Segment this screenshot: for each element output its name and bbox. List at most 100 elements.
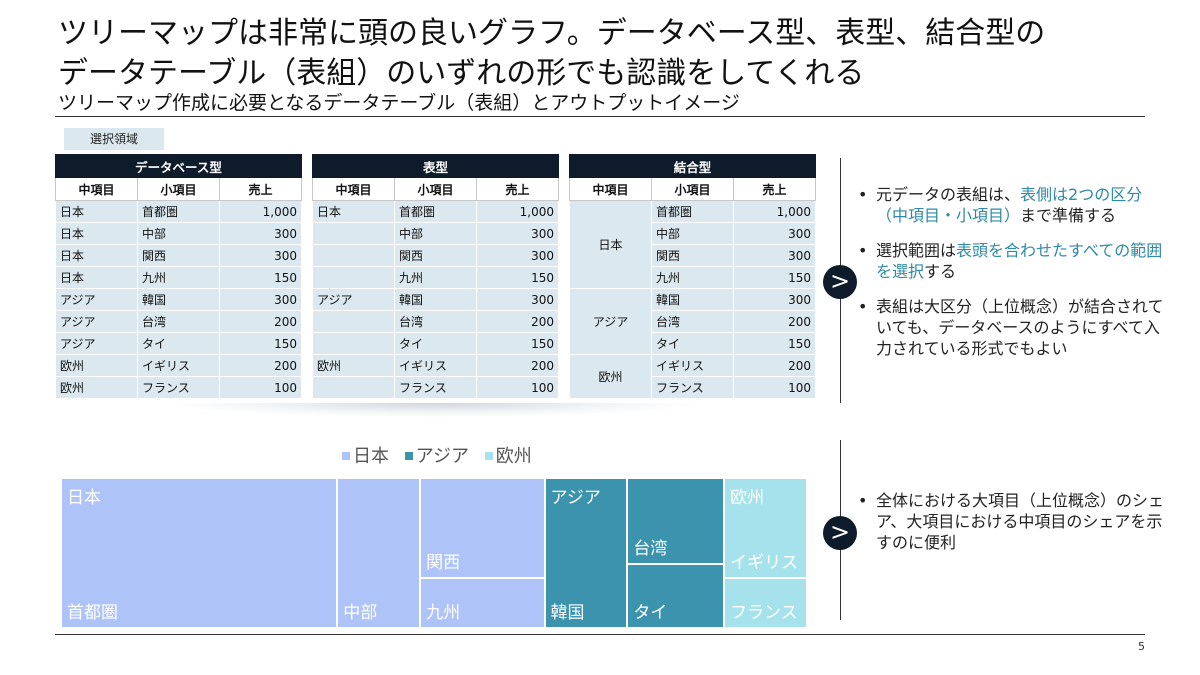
table-row: フランス 100 <box>312 376 559 399</box>
cell-middle: 日本 <box>55 222 138 245</box>
cell-sub: イギリス <box>394 354 477 377</box>
cell-sub: フランス <box>394 376 477 399</box>
treemap-cell: 台湾 <box>627 478 725 564</box>
notes-bottom-list: 全体における大項目（上位概念）のシェア、大項目における中項目のシェアを示すのに便… <box>858 490 1168 567</box>
table-type-table: 表型 中項目 小項目 売上 日本 首都圏 1,000 中部 300 関西 300 九州 1… <box>312 154 559 399</box>
cell-sales: 200 <box>219 310 302 333</box>
cell-middle: アジア <box>55 310 138 333</box>
note-text: 全体における大項目（上位概念）のシェア、大項目における中項目のシェアを示すのに便… <box>876 491 1165 552</box>
header-middle-item: 中項目 <box>312 177 395 201</box>
note-text: する <box>924 262 957 281</box>
table-row: 日本 中部 300 <box>55 222 302 245</box>
treemap-cell-label: フランス <box>730 603 798 623</box>
cell-sales: 200 <box>732 354 817 377</box>
treemap-cell-label: 関西 <box>426 553 461 573</box>
table-row: 日本 首都圏 1,000 <box>55 200 302 223</box>
cell-sub: 首都圏 <box>137 200 220 223</box>
treemap-cell: 九州 <box>420 578 545 628</box>
database-type-caption: データベース型 <box>55 154 302 178</box>
cell-sub: 九州 <box>651 266 734 289</box>
cell-sales: 200 <box>476 310 559 333</box>
slide-title: ツリーマップは非常に頭の良いグラフ。データベース型、表型、結合型の データテーブ… <box>58 16 1046 91</box>
tables-shadow <box>170 403 700 417</box>
treemap-cell-label: 台湾 <box>633 538 668 559</box>
cell-sales: 150 <box>476 266 559 289</box>
cell-sub: 韓国 <box>394 288 477 311</box>
cell-sub: 関西 <box>394 244 477 267</box>
table-row: 九州 150 <box>312 266 559 289</box>
cell-sub: イギリス <box>137 354 220 377</box>
legend-label: アジア <box>415 446 470 467</box>
treemap-group-label: 日本 <box>67 488 101 508</box>
header-sub-item: 小項目 <box>137 177 220 201</box>
table-row: 欧州 イギリス 200 <box>312 354 559 377</box>
note-highlight: 表頭を合わせたすべての範囲を選択 <box>876 241 1163 281</box>
cell-middle: 日本 <box>55 244 138 267</box>
table-row: 日本 九州 150 <box>55 266 302 289</box>
cell-middle <box>312 222 395 245</box>
legend-swatch <box>342 452 350 460</box>
header-sub-item: 小項目 <box>394 177 477 201</box>
table-row: フランス 100 <box>570 376 817 399</box>
cell-sales: 150 <box>219 332 302 355</box>
cell-sales: 200 <box>732 310 817 333</box>
table-row: アジア 台湾 200 <box>55 310 302 333</box>
cell-sales: 150 <box>732 266 817 289</box>
cell-middle <box>312 310 395 333</box>
table-row: 日本 関西 300 <box>55 244 302 267</box>
cell-middle <box>312 332 395 355</box>
table-row: タイ 150 <box>312 332 559 355</box>
treemap-chart: 日本 首都圏 中部 関西 九州 アジア 韓国 台湾 タイ 欧州 イギリス フランス <box>61 478 807 628</box>
cell-sales: 100 <box>732 376 817 399</box>
table-row: 日本 首都圏 1,000 <box>569 200 817 289</box>
cell-sales: 300 <box>219 222 302 245</box>
cell-sales: 300 <box>732 244 817 267</box>
notes-top-list: 元データの表組は、表側は2つの区分（中項目・小項目）まで準備する 選択範囲は表頭… <box>858 184 1168 373</box>
treemap-group-label: 欧州 <box>730 488 765 508</box>
note-item: 選択範囲は表頭を合わせたすべての範囲を選択する <box>858 240 1168 282</box>
cell-sales: 200 <box>219 354 302 377</box>
note-text: 表組は大区分（上位概念）が結合されていても、データベースのようにすべて入力されて… <box>876 297 1164 358</box>
merged-group-cell: アジア <box>569 288 652 355</box>
note-text: 選択範囲は <box>876 241 957 260</box>
table-row: 中部 300 <box>570 222 817 245</box>
header-sales: 売上 <box>476 177 559 201</box>
table-row: 関西 300 <box>570 244 817 267</box>
table-row: アジア 韓国 300 <box>55 288 302 311</box>
note-text: 元データの表組は、 <box>876 185 1021 204</box>
database-type-table: データベース型 中項目 小項目 売上 日本 首都圏 1,000 日本 中部 300 日本… <box>55 154 302 399</box>
treemap-cell: フランス <box>724 578 807 628</box>
note-text: まで準備する <box>1020 206 1117 225</box>
table-row: タイ 150 <box>570 332 817 355</box>
cell-sales: 1,000 <box>732 200 817 223</box>
treemap-cell: 関西 <box>420 478 545 578</box>
cell-sales: 1,000 <box>476 200 559 223</box>
treemap-cell: 日本 首都圏 <box>61 478 338 628</box>
treemap-cell: アジア 韓国 <box>544 478 628 628</box>
table-row: 欧州 フランス 100 <box>55 376 302 399</box>
cell-sales: 300 <box>476 288 559 311</box>
legend-swatch <box>404 452 413 460</box>
note-item: 全体における大項目（上位概念）のシェア、大項目における中項目のシェアを示すのに便… <box>858 490 1168 553</box>
cell-middle: 欧州 <box>312 354 395 377</box>
cell-sub: 首都圏 <box>394 200 477 223</box>
cell-sub: フランス <box>137 376 220 399</box>
cell-sub: イギリス <box>651 354 734 377</box>
cell-middle: 日本 <box>55 200 138 223</box>
legend-label: 欧州 <box>495 446 532 467</box>
treemap-cell: タイ <box>627 563 725 628</box>
table-row: 中部 300 <box>312 222 559 245</box>
cell-sub: 台湾 <box>651 310 734 333</box>
merged-group-cell: 日本 <box>569 200 652 289</box>
header-sub-item: 小項目 <box>651 177 734 201</box>
table-row: 欧州 イギリス 200 <box>569 354 817 399</box>
cell-sales: 100 <box>476 376 559 399</box>
cell-sub: タイ <box>137 332 220 355</box>
cell-middle <box>312 266 395 289</box>
merged-type-table: 結合型 中項目 小項目 売上 日本 首都圏 1,000 中部 300 関西 300 九州… <box>568 154 817 399</box>
cell-sales: 150 <box>476 332 559 355</box>
cell-sales: 300 <box>732 288 817 311</box>
merged-type-caption: 結合型 <box>568 154 817 178</box>
cell-sales: 100 <box>219 376 302 399</box>
cell-sub: 九州 <box>394 266 477 289</box>
